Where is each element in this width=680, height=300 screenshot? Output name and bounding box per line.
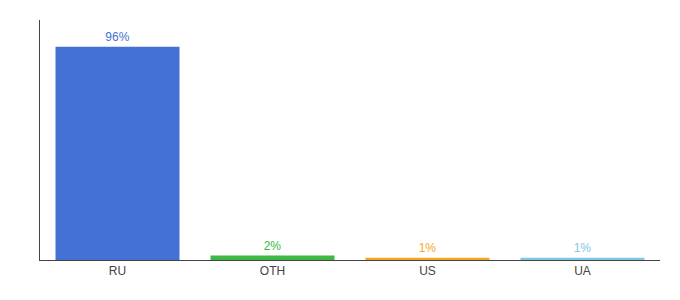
svg-text:2%: 2% bbox=[264, 239, 282, 253]
svg-text:UA: UA bbox=[574, 264, 591, 278]
svg-text:RU: RU bbox=[109, 264, 126, 278]
svg-text:1%: 1% bbox=[574, 241, 592, 255]
svg-text:OTH: OTH bbox=[260, 264, 285, 278]
svg-text:US: US bbox=[419, 264, 436, 278]
svg-text:1%: 1% bbox=[419, 241, 437, 255]
svg-text:96%: 96% bbox=[105, 30, 129, 44]
